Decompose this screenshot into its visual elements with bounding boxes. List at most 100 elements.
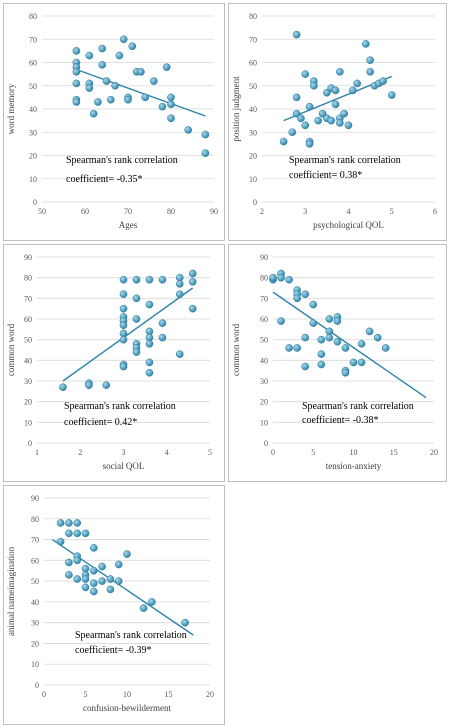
chart-3-data-point — [158, 275, 167, 284]
chart-2-data-point — [292, 30, 301, 39]
chart-5-y-axis-label: animal nameimagination — [6, 546, 16, 636]
chart-2-data-point — [327, 116, 335, 125]
chart-5-y-tick-label: 30 — [31, 619, 39, 628]
chart-2-x-tick-label: 2 — [260, 207, 264, 216]
chart-5-y-tick-label: 70 — [31, 536, 39, 545]
chart-5-data-point — [114, 560, 123, 569]
chart-5-y-tick-label: 80 — [31, 515, 39, 524]
chart-1-y-tick-label: 10 — [29, 175, 37, 184]
chart-1-y-tick-label: 50 — [29, 82, 37, 91]
chart-4-x-axis-label: tension-anxiety — [326, 461, 382, 471]
chart-3-y-tick-label: 60 — [24, 315, 32, 324]
chart-1-data-point — [94, 98, 102, 106]
chart-1-trendline — [76, 68, 206, 117]
chart-2-y-tick-label: 40 — [249, 105, 257, 114]
chart-5-data-point — [56, 537, 65, 546]
chart-2-y-tick-label: 70 — [249, 35, 257, 44]
chart-2-data-point — [301, 70, 310, 78]
chart-5-data-point — [81, 529, 90, 538]
chart-1-data-point — [167, 114, 175, 123]
chart-4-data-point — [277, 317, 285, 325]
chart-2-data-point — [379, 77, 387, 85]
chart-2-x-tick-label: 3 — [303, 207, 307, 216]
chart-2-data-point — [314, 116, 323, 125]
chart-1-data-point — [72, 68, 81, 76]
chart-2-data-point — [353, 79, 361, 88]
chart-5-x-tick-label: 15 — [165, 690, 173, 699]
chart-5-data-point — [81, 575, 90, 583]
chart-3-x-tick-label: 3 — [122, 448, 126, 457]
chart-4-y-axis-label: common word — [231, 323, 241, 376]
chart-4-data-point — [325, 315, 334, 323]
chart-1-x-tick-label: 60 — [81, 207, 89, 216]
chart-3-data-point — [102, 381, 110, 389]
chart-4-data-point — [269, 273, 277, 282]
chart-1-data-point — [184, 126, 192, 134]
chart-5-y-tick-label: 20 — [31, 639, 39, 648]
chart-5-data-point — [73, 575, 81, 583]
chart-1-data-point — [141, 93, 149, 102]
chart-1-data-point — [149, 77, 158, 85]
chart-4-data-point — [341, 368, 350, 377]
chart-3-x-tick-label: 4 — [165, 448, 169, 457]
chart-2-data-point — [336, 68, 344, 76]
chart-4-data-point — [373, 333, 382, 342]
chart-2-data-point — [366, 56, 374, 64]
chart-panel-position-judgment-vs-psychological-qol: 0 10 20 30 40 50 60 70 80 2 3 4 5 6 psychological QOL p… — [228, 3, 447, 241]
chart-2-data-point — [323, 88, 331, 97]
chart-4-y-tick-label: 90 — [260, 253, 268, 262]
chart-2-data-point — [349, 86, 357, 95]
chart-4-data-point — [341, 344, 350, 352]
chart-3-y-tick-label: 20 — [24, 398, 32, 407]
chart-2-data-point — [292, 93, 301, 102]
chart-4-data-point — [301, 290, 309, 299]
chart-3-data-point — [188, 278, 197, 286]
chart-5-data-point — [90, 579, 98, 587]
chart-panel-word-memory-vs-ages: 0 10 20 30 40 50 60 70 80 50 60 70 80 90 Ages word memo… — [3, 3, 225, 241]
chart-5-annotation-line-1: Spearman's rank correlation — [75, 630, 187, 641]
chart-4-x-tick-label: 0 — [271, 448, 275, 457]
chart-2-x-tick-label: 4 — [347, 207, 351, 216]
chart-5-y-tick-label: 0 — [35, 681, 39, 690]
chart-3-data-point — [85, 381, 93, 389]
chart-4-data-point — [293, 344, 301, 352]
chart-3-y-axis-label: common word — [6, 323, 16, 376]
chart-5-trendline — [51, 538, 194, 636]
chart-2-y-tick-label: 80 — [249, 12, 257, 21]
chart-4-data-point — [381, 344, 390, 352]
chart-3-data-point — [158, 319, 167, 327]
chart-1-data-point — [124, 95, 132, 104]
chart-5-data-point — [73, 519, 81, 527]
chart-4-x-tick-label: 15 — [390, 448, 398, 457]
chart-2-y-tick-label: 60 — [249, 59, 257, 68]
chart-4-data-point — [317, 350, 326, 358]
chart-5-data-point — [65, 558, 73, 567]
chart-5-data-point — [65, 571, 73, 579]
chart-4-data-point — [301, 333, 309, 342]
chart-1-x-tick-label: 50 — [38, 207, 46, 216]
chart-3-x-axis-label: social QOL — [103, 461, 145, 471]
scatter-chart-5: 0 10 20 30 40 50 60 70 80 90 0 5 10 15 20 confusion-bew… — [6, 494, 214, 713]
chart-3-data-point — [119, 321, 128, 329]
chart-1-data-point — [72, 47, 81, 55]
chart-1-y-tick-label: 70 — [29, 35, 37, 44]
chart-3-data-point — [132, 315, 141, 323]
chart-panel-common-word-vs-tension-anxiety: 0 10 20 30 40 50 60 70 80 90 0 5 10 15 20 tension-anxie… — [228, 244, 447, 482]
chart-2-annotation-line-2: coefficient= 0.38* — [289, 170, 362, 181]
chart-1-data-point — [158, 102, 167, 111]
chart-3-trendline — [62, 287, 194, 382]
chart-1-x-axis-label: Ages — [119, 220, 138, 230]
chart-5-y-tick-label: 60 — [31, 556, 39, 565]
chart-2-data-point — [305, 102, 314, 111]
chart-2-y-tick-label: 10 — [249, 175, 257, 184]
chart-1-data-point — [167, 93, 175, 102]
chart-1-x-tick-label: 70 — [124, 207, 132, 216]
chart-2-data-point — [340, 109, 348, 118]
chart-5-x-tick-label: 5 — [84, 690, 88, 699]
chart-1-annotation-line-1: Spearman's rank correlation — [66, 155, 178, 166]
chart-5-data-point — [114, 577, 123, 585]
chart-2-annotation-line-1: Spearman's rank correlation — [289, 155, 401, 166]
chart-1-annotation-line-2: coefficient= -0.35* — [66, 174, 143, 185]
chart-3-y-tick-label: 0 — [28, 439, 32, 448]
chart-3-data-point — [158, 333, 167, 342]
